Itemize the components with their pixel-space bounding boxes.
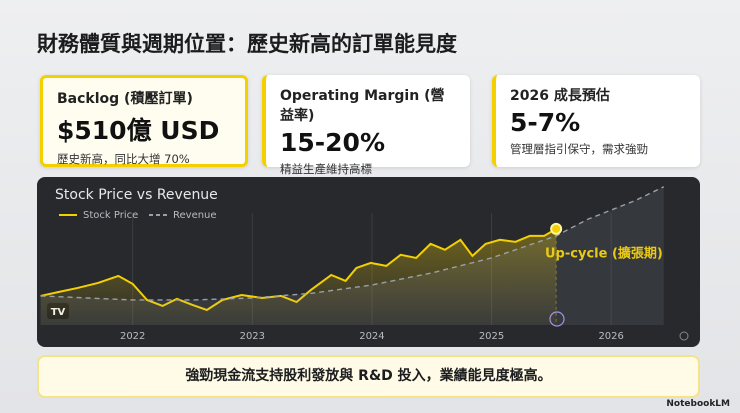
legend-label: Stock Price	[83, 210, 138, 221]
x-tick-label: 2022	[120, 331, 145, 342]
metric-card: Backlog (積壓訂單) $510億 USD 歷史新高，同比大增 70%	[40, 75, 248, 167]
legend-label: Revenue	[173, 210, 217, 221]
highlight-dot	[550, 222, 563, 235]
series-line	[40, 186, 665, 301]
card-note: 管理層指引保守，需求強勁	[510, 142, 648, 156]
series-area	[40, 186, 664, 325]
series-area	[40, 228, 557, 325]
x-tick-label: 2025	[479, 331, 504, 342]
x-tick-label: 2024	[359, 331, 384, 342]
chart-title: Stock Price vs Revenue	[55, 187, 218, 203]
x-tick-label: 2023	[240, 331, 265, 342]
metric-card: 2026 成長預估 5-7% 管理層指引保守，需求強勁	[492, 75, 700, 167]
metric-card: Operating Margin (營益率) 15-20% 精益生產維持高標	[262, 75, 470, 176]
card-value: 5-7%	[510, 108, 581, 137]
series-line	[40, 227, 557, 312]
branding: NotebookLM	[666, 399, 730, 409]
card-label: Backlog (積壓訂單)	[57, 91, 193, 107]
footer-note: 強勁現金流支持股利發放與 R&D 投入，業績能見度極高。	[37, 355, 700, 398]
card-value: $510億 USD	[57, 116, 220, 145]
settings-icon	[679, 331, 689, 341]
annotation: Up-cycle (擴張期)	[545, 246, 663, 262]
slide-title: 財務體質與週期位置：歷史新高的訂單能見度	[37, 32, 457, 56]
card-label: Operating Margin (營益率)	[280, 88, 445, 124]
card-label: 2026 成長預估	[510, 88, 610, 104]
x-tick-label: 2026	[598, 331, 623, 342]
card-note: 精益生產維持高標	[280, 162, 372, 176]
card-note: 歷史新高，同比大增 70%	[57, 152, 190, 166]
card-value: 15-20%	[280, 128, 386, 157]
chart: Stock Price vs Revenue Up-cycle (擴張期) TV…	[37, 177, 700, 347]
